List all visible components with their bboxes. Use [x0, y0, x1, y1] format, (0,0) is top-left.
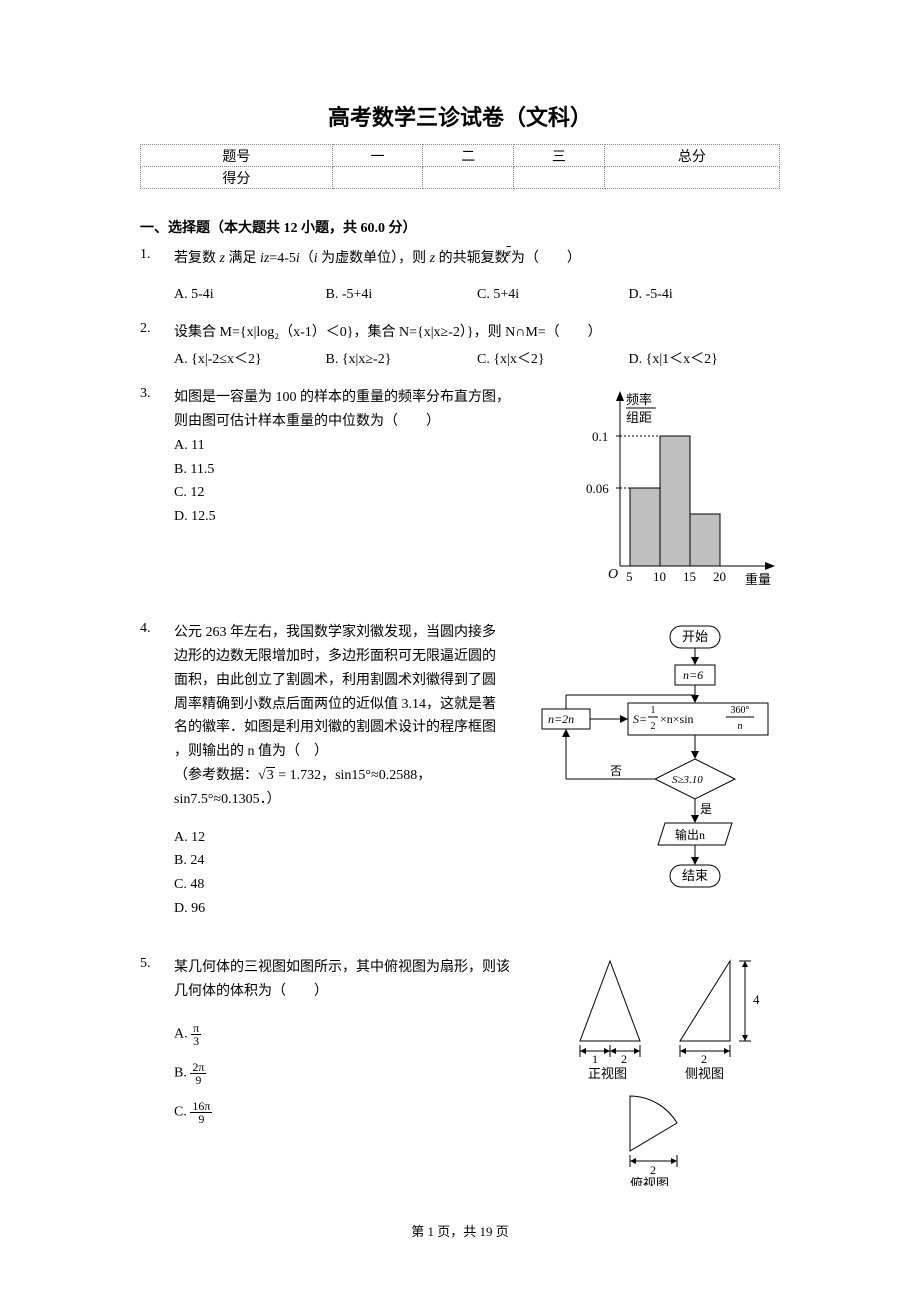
option-d: D. 12.5 [174, 505, 572, 529]
page-title: 高考数学三诊试卷（文科） [140, 100, 780, 132]
cell [604, 167, 779, 189]
question-2: 2. 设集合 M={x|log₂（x-1）＜0}，集合 N={x|x≥-2）}，… [140, 321, 780, 373]
option-c: C. 12 [174, 481, 572, 505]
svg-text:1: 1 [592, 1052, 598, 1066]
svg-text:1: 1 [651, 705, 656, 716]
option-a: A. 12 [174, 826, 512, 850]
svg-text:侧视图: 侧视图 [685, 1066, 724, 1081]
svg-text:2: 2 [651, 721, 656, 732]
options: A. π3 B. 2π9 C. 16π9 [174, 1022, 562, 1125]
svg-text:S=: S= [633, 712, 647, 726]
option-d: D. -5-4i [629, 283, 781, 307]
svg-text:20: 20 [713, 569, 726, 584]
y-label: 频率 [626, 392, 652, 407]
svg-text:否: 否 [610, 764, 622, 778]
cell [514, 167, 605, 189]
options: A. {x|-2≤x＜2} B. {x|x≥-2} C. {x|x＜2} D. … [174, 348, 780, 372]
svg-text:15: 15 [683, 569, 696, 584]
cell [332, 167, 423, 189]
question-3: 3. 如图是一容量为 100 的样本的重量的频率分布直方图， 则由图可估计样本重… [140, 386, 780, 601]
option-b: B. {x|x≥-2} [326, 348, 478, 372]
svg-text:S≥3.10: S≥3.10 [672, 774, 703, 786]
svg-text:重量: 重量 [745, 572, 771, 587]
option-c: C. {x|x＜2} [477, 348, 629, 372]
svg-text:结束: 结束 [682, 868, 708, 883]
svg-text:2: 2 [650, 1163, 656, 1177]
question-number: 2. [140, 321, 151, 337]
cell: 三 [514, 145, 605, 167]
option-a: A. {x|-2≤x＜2} [174, 348, 326, 372]
svg-text:10: 10 [653, 569, 666, 584]
score-table: 题号 一 二 三 总分 得分 [140, 144, 780, 189]
question-stem: 公元 263 年左右，我国数学家刘徽发现，当圆内接多 边形的边数无限增加时，多边… [174, 621, 512, 811]
options: A. 5-4i B. -5+4i C. 5+4i D. -5-4i [174, 283, 780, 307]
option-c: C. 16π9 [174, 1100, 562, 1125]
option-a: A. 5-4i [174, 283, 326, 307]
option-b: B. -5+4i [326, 283, 478, 307]
svg-text:俯视图: 俯视图 [630, 1176, 669, 1186]
option-b: B. 11.5 [174, 458, 572, 482]
flowchart-figure: 开始 n=6 S= 1 2 ×n×sin 360° n [520, 621, 780, 926]
cell: 二 [423, 145, 514, 167]
option-a: A. π3 [174, 1022, 562, 1047]
svg-text:输出n: 输出n [675, 827, 705, 842]
svg-text:开始: 开始 [682, 629, 708, 644]
question-1: 1. 若复数 z 满足 iz=4-5i（i 为虚数单位），则 z 的共轭复数z为… [140, 247, 780, 307]
question-stem: 设集合 M={x|log₂（x-1）＜0}，集合 N={x|x≥-2）}，则 N… [174, 321, 780, 345]
cell [423, 167, 514, 189]
cell: 一 [332, 145, 423, 167]
question-number: 1. [140, 247, 151, 263]
section-header: 一、选择题（本大题共 12 小题，共 60.0 分） [140, 217, 780, 237]
svg-text:是: 是 [700, 802, 712, 816]
option-a: A. 11 [174, 434, 572, 458]
table-row: 题号 一 二 三 总分 [141, 145, 780, 167]
svg-text:2: 2 [621, 1052, 627, 1066]
table-row: 得分 [141, 167, 780, 189]
histogram-figure: 频率 组距 0.1 0.06 O [580, 386, 780, 601]
question-4: 4. 公元 263 年左右，我国数学家刘徽发现，当圆内接多 边形的边数无限增加时… [140, 621, 780, 926]
options: A. 12 B. 24 C. 48 D. 96 [174, 826, 512, 921]
svg-text:n=2n: n=2n [548, 712, 574, 726]
svg-text:360°: 360° [731, 705, 750, 716]
svg-text:0.06: 0.06 [586, 481, 609, 496]
svg-text:0.1: 0.1 [592, 429, 608, 444]
question-stem: 某几何体的三视图如图所示，其中俯视图为扇形，则该 几何体的体积为（ ） [174, 956, 562, 1004]
cell: 得分 [141, 167, 333, 189]
question-number: 3. [140, 386, 151, 402]
question-stem: 若复数 z 满足 iz=4-5i（i 为虚数单位），则 z 的共轭复数z为（ ） [174, 247, 780, 271]
cell: 总分 [604, 145, 779, 167]
svg-text:正视图: 正视图 [588, 1066, 627, 1081]
cell: 题号 [141, 145, 333, 167]
svg-text:4: 4 [753, 992, 760, 1007]
svg-text:n=6: n=6 [683, 668, 703, 682]
option-b: B. 24 [174, 849, 512, 873]
three-views-figure: 1 2 正视图 2 4 侧视图 [570, 956, 780, 1191]
svg-text:O: O [608, 567, 618, 582]
question-stem: 如图是一容量为 100 的样本的重量的频率分布直方图， 则由图可估计样本重量的中… [174, 386, 572, 434]
question-number: 5. [140, 956, 151, 972]
bar [630, 488, 660, 566]
svg-text:n: n [738, 721, 743, 732]
option-c: C. 48 [174, 873, 512, 897]
svg-text:2: 2 [701, 1052, 707, 1066]
svg-text:组距: 组距 [626, 410, 652, 425]
page-footer: 第 1 页，共 19 页 [140, 1221, 780, 1240]
bar [690, 514, 720, 566]
svg-text:5: 5 [626, 569, 633, 584]
option-b: B. 2π9 [174, 1061, 562, 1086]
svg-text:×n×sin: ×n×sin [660, 712, 694, 726]
option-d: D. {x|1＜x＜2} [629, 348, 781, 372]
question-5: 5. 某几何体的三视图如图所示，其中俯视图为扇形，则该 几何体的体积为（ ） A… [140, 956, 780, 1191]
bar [660, 436, 690, 566]
question-number: 4. [140, 621, 151, 637]
option-c: C. 5+4i [477, 283, 629, 307]
option-d: D. 96 [174, 897, 512, 921]
options: A. 11 B. 11.5 C. 12 D. 12.5 [174, 434, 572, 529]
